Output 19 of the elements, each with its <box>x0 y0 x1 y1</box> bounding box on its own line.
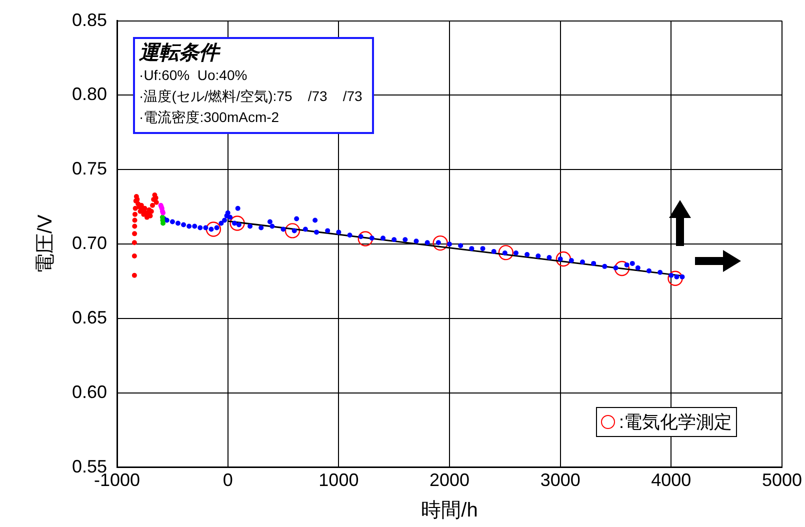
y-axis-title: 電圧/V <box>34 214 57 274</box>
annotation: ·温度(セル/燃料/空気):75 /73 /73 <box>139 86 362 106</box>
y-tick-label: 0.70 <box>72 233 108 254</box>
annotation: ·Uf:60% Uo:40% <box>139 66 248 85</box>
x-axis-title: 時間/h <box>421 500 478 522</box>
legend-label: :電気化学測定 <box>618 411 732 434</box>
y-tick-label: 0.65 <box>72 308 108 328</box>
y-tick-label: 0.85 <box>72 10 108 30</box>
y-tick-label: 0.80 <box>72 84 108 104</box>
x-tick-label: 3000 <box>540 470 580 490</box>
x-tick-label: 5000 <box>762 470 802 490</box>
x-tick-label: 4000 <box>651 470 692 490</box>
y-tick-label: 0.60 <box>72 382 108 402</box>
x-tick-label: 0 <box>222 470 233 490</box>
x-tick-label: 1000 <box>318 470 359 490</box>
annotation: ·電流密度:300mAcm-2 <box>139 108 280 127</box>
y-tick-label: 0.75 <box>72 158 108 179</box>
annotation: 運転条件 <box>139 40 222 65</box>
x-tick-label: 2000 <box>429 470 470 490</box>
